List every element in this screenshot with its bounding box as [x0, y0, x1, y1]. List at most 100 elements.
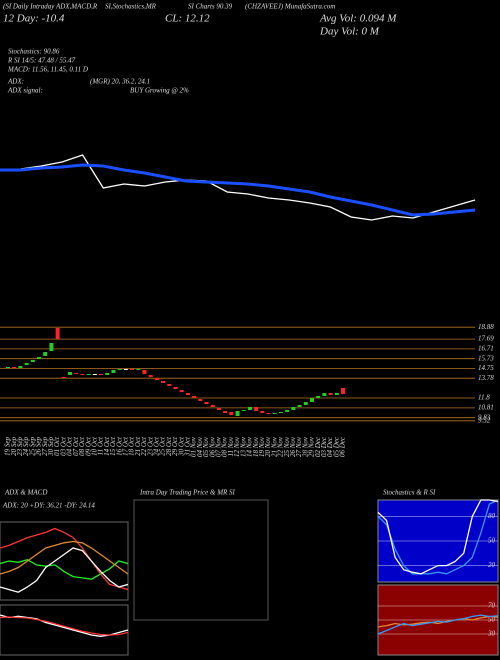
candle-body — [341, 388, 345, 394]
x-tick-label: 05 Nov — [202, 436, 210, 457]
x-tick-label: 17 Oct — [121, 436, 129, 456]
candle-body — [322, 393, 327, 396]
y-tick-label: 14.75 — [478, 364, 494, 372]
open-day: 12 Day: -10.4 — [3, 13, 65, 25]
x-tick-label: 28 Nov — [301, 436, 309, 457]
candle-body — [55, 328, 60, 339]
candle-body — [105, 373, 110, 375]
y-tick-label: 18.88 — [478, 323, 494, 331]
x-tick-label: 09 Oct — [84, 436, 92, 456]
candle-body — [185, 393, 190, 395]
x-tick-label: 04 Oct — [66, 436, 74, 456]
candle-body — [154, 378, 159, 380]
y-tick-label: 16.71 — [478, 345, 494, 353]
candle-body — [229, 412, 234, 415]
x-tick-label: 02 Dec — [314, 436, 322, 457]
candle-body — [68, 372, 73, 375]
candle-body — [74, 373, 79, 374]
candle-body — [86, 374, 91, 375]
x-tick-label: 21 Oct — [134, 436, 142, 456]
y-tick-label: 11.8 — [478, 394, 490, 402]
close: CL: 12.12 — [165, 13, 210, 25]
y-tick-label: 80 — [488, 512, 496, 520]
candle-body — [210, 405, 215, 407]
day-vol: Day Vol: 0 M — [319, 26, 380, 38]
x-tick-label: 22 Nov — [277, 436, 285, 457]
y-tick-label: 50 — [488, 537, 496, 545]
y-tick-label: 9.52 — [478, 416, 491, 424]
x-tick-label: 10 Oct — [90, 436, 98, 456]
x-tick-label: 20 Nov — [264, 436, 272, 457]
candle-body — [173, 387, 178, 389]
header-text: SI Charts 90.39 — [188, 3, 233, 11]
stochastics: Stochastics: 90.86 — [8, 48, 60, 56]
candle-body — [291, 407, 296, 410]
candle-body — [111, 370, 116, 373]
adx-signal: BUY Growing @ 2% — [130, 87, 189, 95]
candle-body — [37, 357, 42, 359]
x-tick-label: 07 Nov — [215, 436, 223, 457]
adx-label: ADX: — [7, 78, 24, 86]
header-text: (CHZAVEEJ) MunafaSutra.com — [245, 3, 335, 11]
x-tick-label: 13 Nov — [239, 436, 247, 457]
x-tick-label: 08 Oct — [78, 436, 86, 456]
candle-body — [117, 369, 122, 370]
x-tick-label: 19 Sep — [4, 437, 12, 456]
candle-body — [192, 396, 197, 398]
x-tick-label: 03 Oct — [59, 436, 67, 456]
series-line — [0, 559, 129, 580]
x-tick-label: 26 Nov — [289, 436, 297, 457]
x-tick-label: 24 Oct — [152, 436, 160, 456]
y-tick-label: 70 — [488, 602, 496, 610]
candle-body — [204, 402, 209, 404]
candle-body — [43, 352, 48, 356]
candle-body — [130, 369, 135, 370]
y-tick-label: 17.69 — [478, 335, 494, 343]
macd: MACD: 11.56, 11.45, 0.11 D — [7, 66, 88, 74]
candle-body — [216, 408, 221, 410]
candle-body — [30, 360, 35, 362]
panel-border — [0, 604, 129, 656]
y-tick-label: 10.81 — [478, 404, 494, 412]
candle-body — [24, 363, 29, 365]
candle-body — [285, 410, 290, 412]
x-tick-label: 07 Oct — [72, 436, 80, 456]
x-tick-label: 11 Oct — [97, 436, 105, 455]
x-tick-label: 24 Sep — [22, 437, 30, 456]
series-line — [0, 527, 129, 591]
candle-body — [179, 390, 184, 392]
series-line — [0, 616, 129, 636]
series-line — [0, 154, 476, 221]
header-text: (SI Daily Intraday ADX,MACD,R — [3, 3, 98, 11]
x-tick-label: 30 Sep — [47, 437, 55, 457]
candle-body — [316, 396, 321, 398]
x-tick-label: 15 Oct — [109, 436, 117, 456]
candle-body — [328, 393, 333, 395]
candle-body — [12, 367, 17, 368]
x-tick-label: 04 Dec — [326, 436, 334, 457]
series-line — [377, 499, 499, 575]
y-tick-label: 50 — [488, 616, 496, 624]
x-tick-label: 01 Nov — [190, 436, 198, 457]
x-tick-label: 14 Oct — [103, 436, 111, 456]
candle-body — [18, 366, 23, 368]
x-tick-label: 06 Nov — [208, 436, 216, 457]
candle-body — [123, 369, 128, 370]
x-tick-label: 18 Nov — [252, 436, 260, 457]
candle-body — [223, 411, 228, 413]
candle-body — [297, 405, 302, 407]
series-line — [377, 615, 499, 628]
y-tick-label: 30 — [487, 630, 496, 638]
x-tick-label: 30 Oct — [177, 436, 185, 457]
x-tick-label: 22 Oct — [140, 436, 148, 456]
panel-title: Stochastics & R SI — [383, 489, 436, 497]
x-tick-label: 25 Sep — [28, 437, 36, 456]
candle-body — [272, 413, 277, 414]
panel-border — [0, 521, 129, 601]
x-tick-label: 20 Sep — [10, 437, 18, 456]
candle-body — [136, 369, 141, 370]
candle-body — [278, 412, 283, 413]
x-tick-label: 08 Nov — [221, 436, 229, 457]
candle-body — [303, 402, 308, 405]
